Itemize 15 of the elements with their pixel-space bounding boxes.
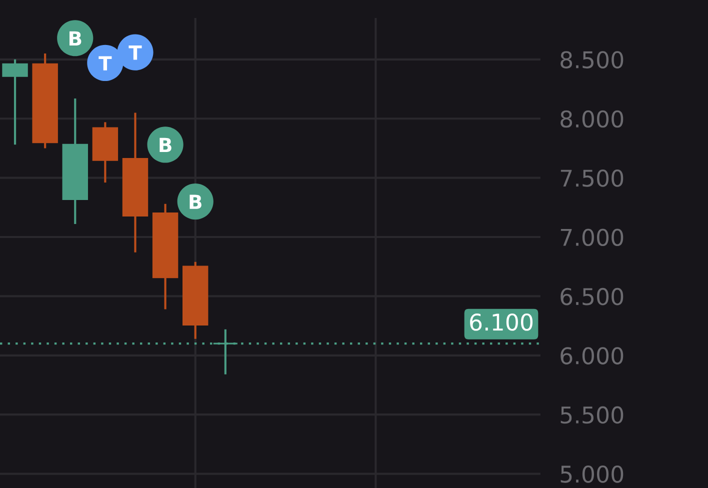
y-tick-label: 8.000	[560, 110, 624, 128]
y-tick-label: 7.500	[560, 170, 624, 187]
y-tick-label: 6.500	[560, 288, 624, 306]
text: B	[160, 138, 172, 152]
y-tick-label: 5.500	[560, 406, 624, 424]
text: B	[190, 194, 202, 209]
text: T	[98, 56, 112, 70]
candlestick	[2, 58, 28, 146]
y-tick-label: 5.000	[560, 465, 624, 483]
ref-line-label: 6.100	[470, 313, 533, 331]
y-tick-label: 7.000	[560, 228, 624, 246]
series-label: B	[70, 31, 82, 46]
y-tick-label: 6.000	[560, 347, 624, 364]
series-label: T	[128, 46, 142, 60]
y-tick-label: 8.500	[560, 51, 624, 68]
